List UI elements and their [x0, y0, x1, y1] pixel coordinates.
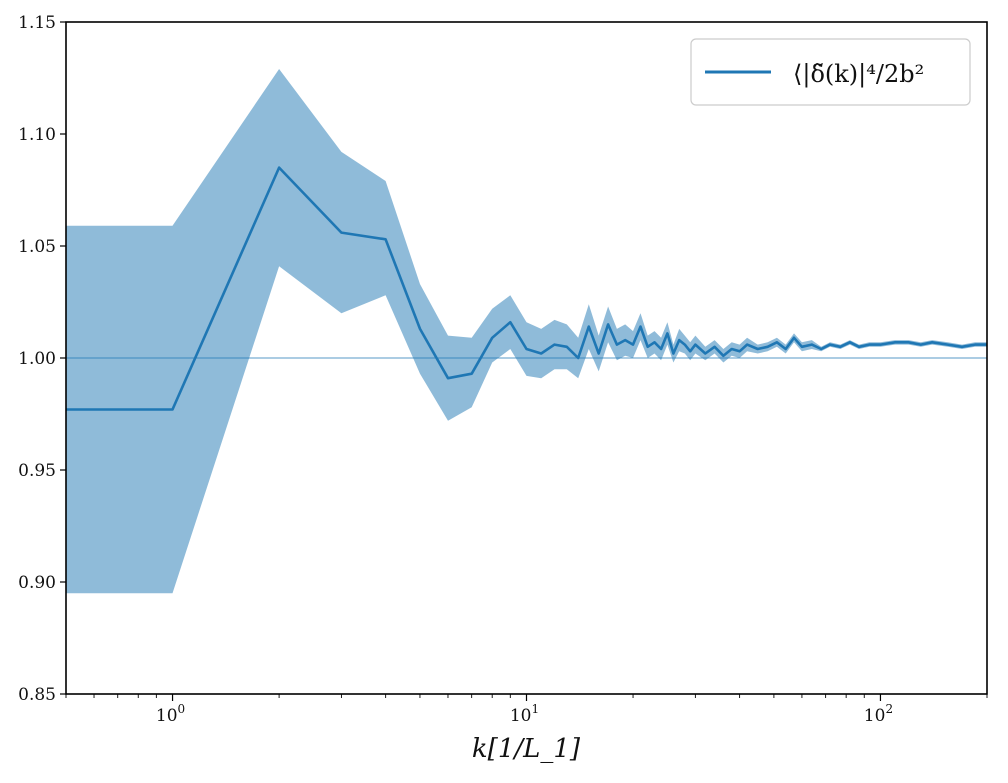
- legend-label: ⟨|δ̃(k)|⁴/2b²: [793, 60, 924, 89]
- y-tick-label: 1.05: [18, 237, 56, 257]
- y-tick-label: 0.95: [18, 461, 56, 481]
- legend: ⟨|δ̃(k)|⁴/2b²: [690, 38, 971, 106]
- y-tick-label: 1.00: [18, 349, 56, 369]
- plot-series-group: [66, 69, 987, 594]
- y-tick-label: 1.10: [18, 125, 56, 145]
- plot-area: [66, 69, 987, 594]
- legend-box: [690, 38, 971, 106]
- y-tick-label: 0.90: [18, 573, 56, 593]
- x-axis-title: k[1/L_1]: [472, 734, 581, 764]
- series-line: [66, 166, 987, 411]
- y-tick-label: 0.85: [18, 685, 56, 705]
- error-band: [66, 69, 987, 594]
- y-tick-label: 1.15: [18, 13, 56, 33]
